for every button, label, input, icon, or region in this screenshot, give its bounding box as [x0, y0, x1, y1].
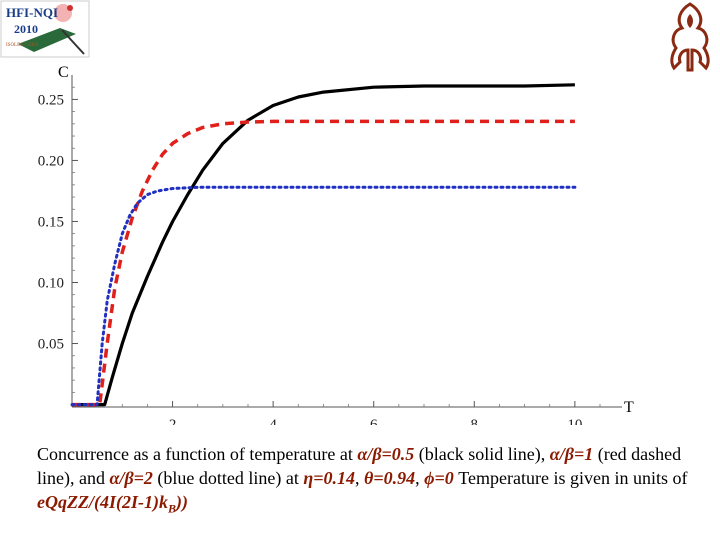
university-emblem-icon: [670, 2, 710, 72]
caption-param-eta: η=0.14: [303, 468, 356, 488]
concurrence-chart: 0.05 0.10 0.15 0.20 0.25 2 4 6 8 10 C T: [38, 64, 634, 425]
logo-title: HFI-NQI: [6, 5, 58, 20]
caption-units: eQqZZ/(4I(2I-1)kB)): [37, 492, 188, 516]
x-tick-label: 4: [269, 417, 277, 425]
series-dashed-line: [72, 119, 575, 407]
chart-axes: 0.05 0.10 0.15 0.20 0.25 2 4 6 8 10: [38, 75, 622, 425]
caption-text-5: ,: [355, 468, 365, 488]
y-axis-label: C: [58, 64, 69, 81]
y-tick-label: 0.10: [38, 276, 64, 292]
x-tick-label: 6: [370, 417, 378, 425]
caption-param-theta: θ=0.94: [364, 468, 416, 488]
caption-units-sub: B: [167, 501, 176, 516]
y-tick-label: 0.05: [38, 337, 64, 353]
caption-text-4: (blue dotted line) at: [152, 468, 304, 488]
x-axis-label: T: [624, 399, 634, 416]
chart-series: [70, 83, 577, 407]
hfi-nqi-logo: HFI-NQI 2010 ISOLDE CERN: [0, 0, 90, 58]
x-tick-label: 10: [567, 417, 582, 425]
series-dotted-line: [70, 185, 577, 407]
y-tick-label: 0.25: [38, 92, 64, 108]
caption-param-ratio-05: α/β=0.5: [357, 444, 415, 464]
caption-text-7: Temperature is given in units of: [453, 468, 688, 488]
caption-units-main: eQqZZ/(4I(2I-1)k: [37, 492, 168, 512]
x-tick-label: 2: [169, 417, 177, 425]
caption-text-1: Concurrence as a function of temperature…: [37, 444, 358, 464]
caption-text-2: (black solid line),: [414, 444, 550, 464]
x-tick-label: 8: [471, 417, 479, 425]
caption-text-6: ,: [415, 468, 425, 488]
caption-units-end: )): [175, 492, 188, 512]
caption-param-ratio-1: α/β=1: [549, 444, 594, 464]
series-solid-line: [72, 83, 575, 407]
figure-caption: Concurrence as a function of temperature…: [37, 442, 707, 521]
y-tick-label: 0.15: [38, 214, 64, 230]
y-tick-label: 0.20: [38, 153, 64, 169]
caption-param-phi: ϕ=0: [424, 468, 454, 488]
caption-param-ratio-2: α/β=2: [109, 468, 153, 488]
logo-year: 2010: [14, 22, 38, 36]
logo-small-text: ISOLDE CERN: [6, 43, 39, 48]
caption-text-3: (red dashed line), and: [37, 444, 682, 488]
